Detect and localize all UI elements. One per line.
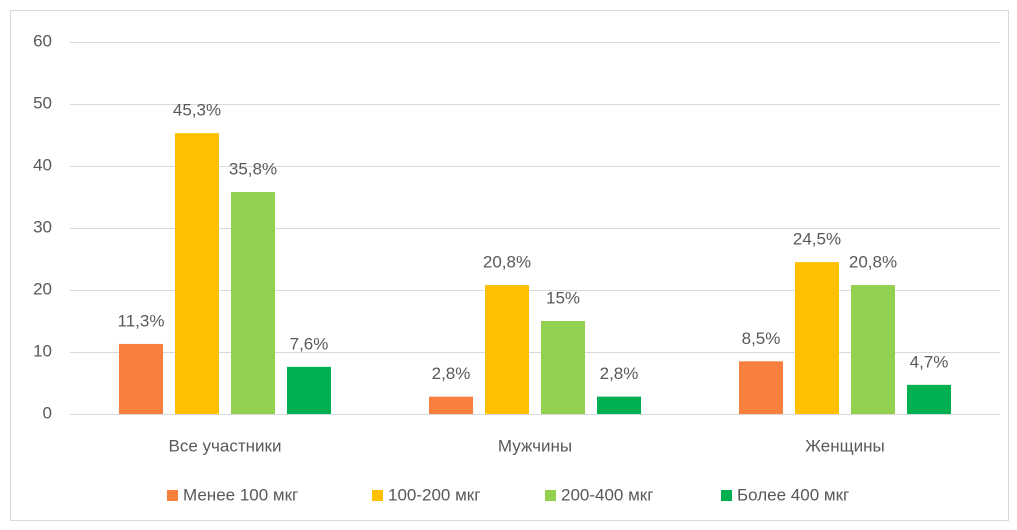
y-tick-label: 20 (33, 279, 52, 298)
y-tick-label: 40 (33, 155, 52, 174)
legend-label: Более 400 мкг (737, 485, 849, 504)
legend-swatch (167, 490, 178, 501)
x-tick-label: Все участники (169, 436, 282, 455)
legend-label: 100-200 мкг (388, 485, 480, 504)
x-tick-label: Женщины (805, 436, 884, 455)
y-tick-label: 10 (33, 341, 52, 360)
legend-label: Менее 100 мкг (183, 485, 298, 504)
bar (175, 133, 219, 414)
data-label: 7,6% (290, 334, 329, 353)
bar (231, 192, 275, 414)
bar (429, 396, 473, 414)
legend-swatch (545, 490, 556, 501)
data-label: 24,5% (793, 230, 841, 249)
bar (907, 384, 951, 414)
bar (739, 361, 783, 414)
x-tick-label: Мужчины (498, 436, 572, 455)
legend-swatch (721, 490, 732, 501)
data-label: 11,3% (118, 311, 165, 330)
data-label: 2,8% (600, 364, 639, 383)
data-label: 20,8% (483, 253, 531, 272)
bar (851, 285, 895, 414)
legend-label: 200-400 мкг (561, 485, 653, 504)
legend-swatch (372, 490, 383, 501)
data-label: 20,8% (849, 253, 897, 272)
bar (597, 396, 641, 414)
y-tick-label: 0 (43, 403, 52, 422)
bar (119, 343, 163, 414)
data-label: 4,7% (910, 352, 949, 371)
y-tick-label: 60 (33, 31, 52, 50)
bar (541, 321, 585, 414)
bar (485, 285, 529, 414)
data-label: 8,5% (742, 329, 781, 348)
data-label: 35,8% (229, 160, 277, 179)
bar (287, 366, 331, 414)
data-label: 45,3% (173, 101, 221, 120)
y-tick-label: 50 (33, 93, 52, 112)
data-label: 15% (546, 288, 580, 307)
data-label: 2,8% (432, 364, 471, 383)
y-tick-label: 30 (33, 217, 52, 236)
bar (795, 262, 839, 414)
